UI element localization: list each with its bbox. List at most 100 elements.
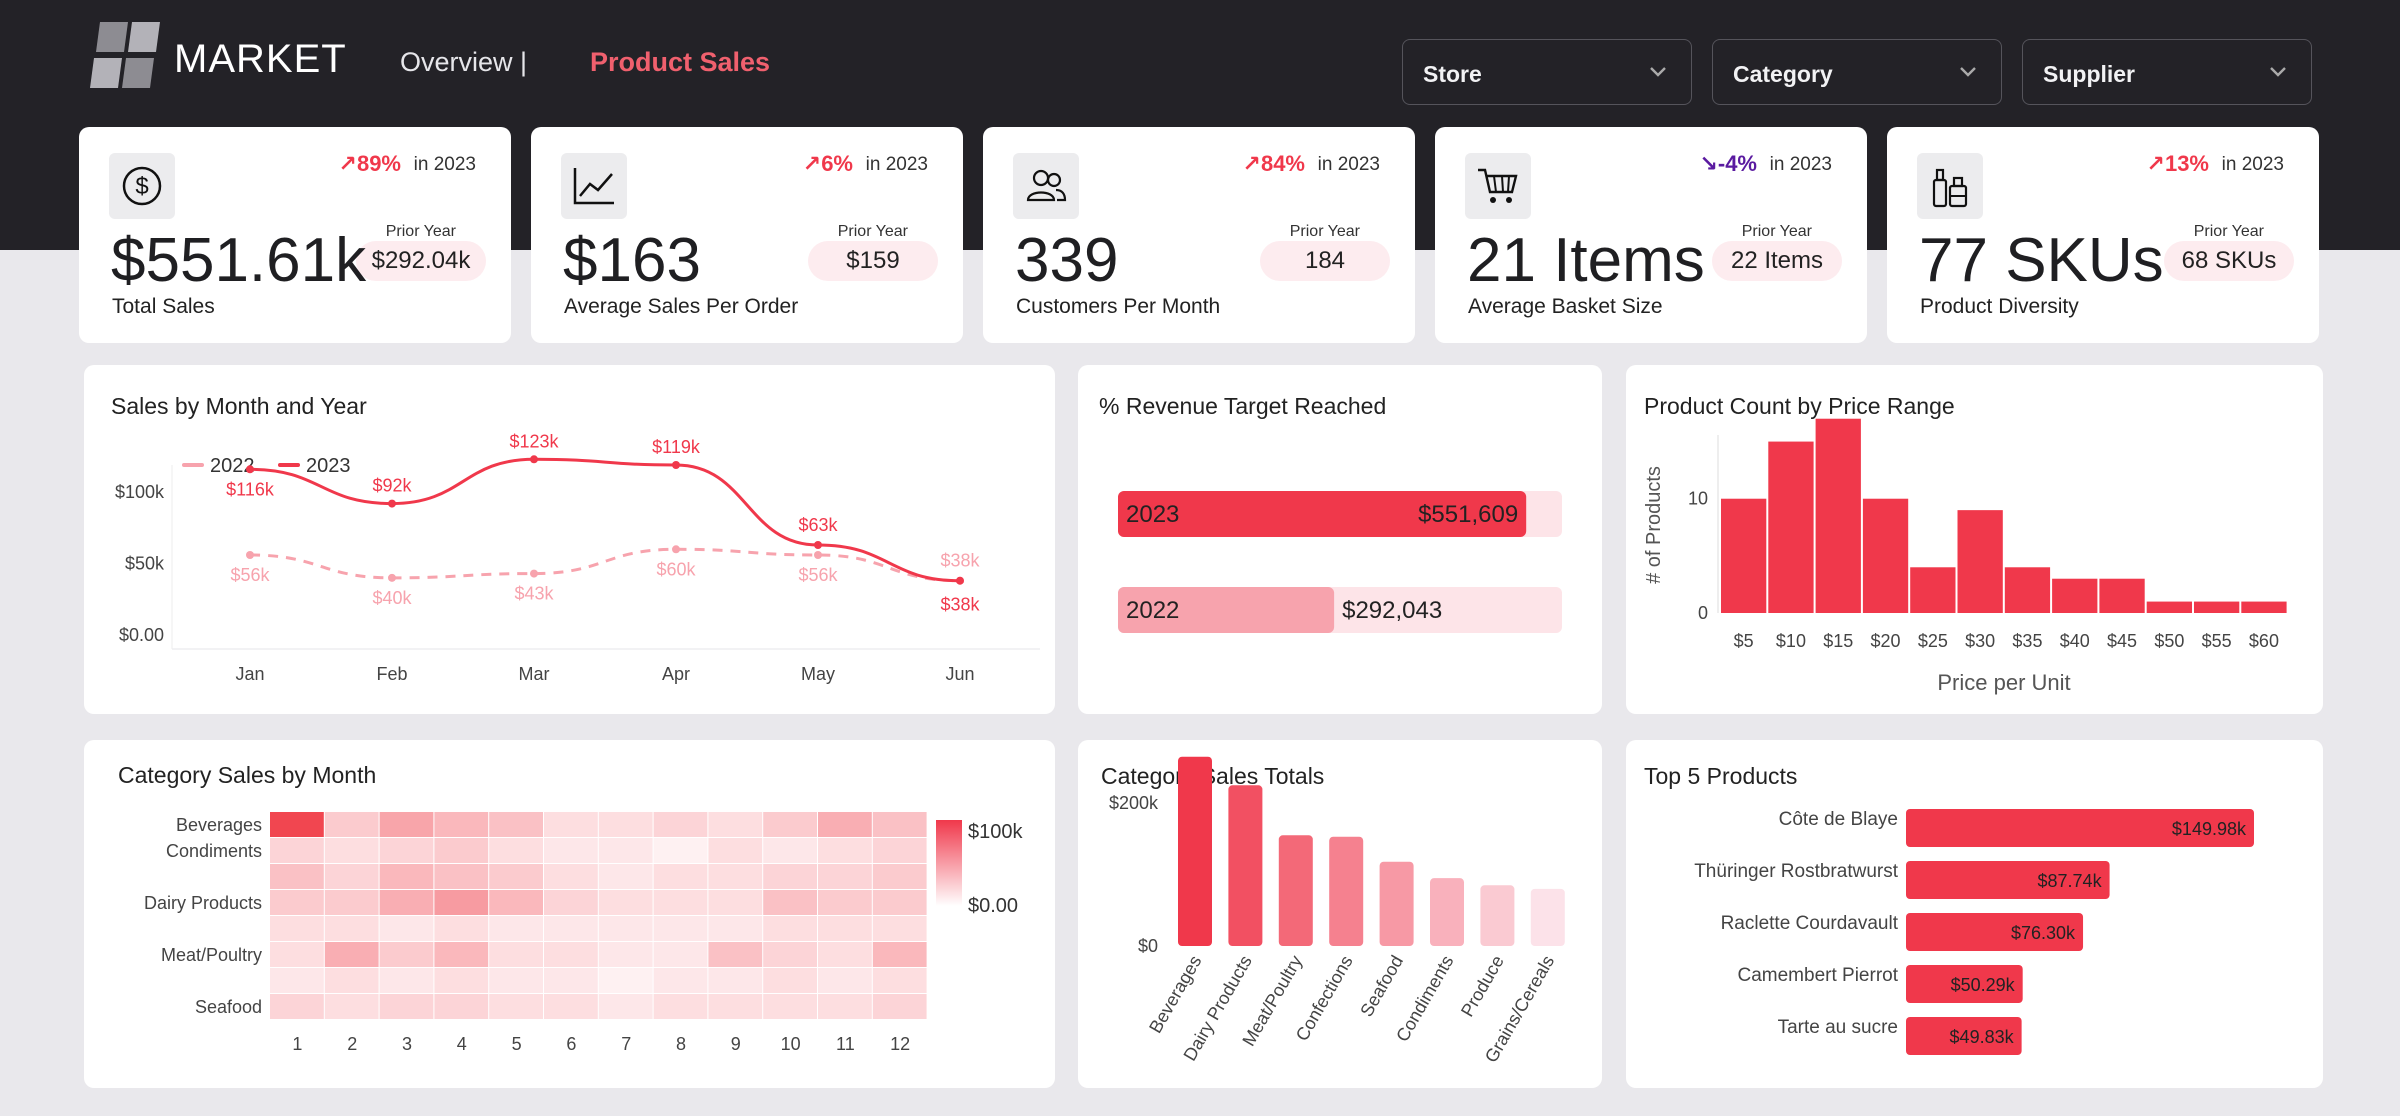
histogram-bar [2146, 601, 2192, 613]
kpi-prior-value: 22 Items [1712, 241, 1842, 281]
kpi-prior-value: 68 SKUs [2164, 241, 2294, 281]
chart-title: Sales by Month and Year [111, 393, 367, 419]
x-tick-label: $20 [1871, 631, 1901, 651]
product-label: Thüringer Rostbratwurst [1694, 861, 1899, 882]
heatmap-cell [598, 994, 653, 1019]
category-heatmap-card: Category Sales by Month Beverages Condime… [84, 740, 1055, 1088]
heatmap-cell [270, 890, 324, 915]
heatmap-cell [489, 838, 543, 863]
y-axis-title: # of Products [1643, 466, 1665, 584]
series-2023-data-label: $92k [372, 476, 412, 496]
heatmap-cell [324, 890, 379, 915]
heatmap-cell [872, 968, 927, 993]
series-2023-point [388, 499, 396, 508]
heatmap-cell [270, 812, 324, 837]
heatmap-cell [818, 812, 872, 837]
heatmap-cell [324, 864, 379, 889]
heatmap-cell [708, 916, 763, 941]
kpi-label: Product Diversity [1920, 295, 2079, 318]
category-totals-card: Category Sales Totals $200k $0 Beverages Da… [1078, 740, 1602, 1088]
series-2023-data-label: $119k [652, 437, 701, 457]
kpi-delta: ↗6% [802, 151, 853, 176]
revenue-target-card: % Revenue Target Reached 2023 $551,609 202… [1078, 365, 1602, 714]
x-tick-label: $5 [1734, 631, 1754, 651]
logo[interactable]: MARKET [90, 22, 347, 96]
heatmap-col-label: 7 [621, 1034, 631, 1054]
heatmap-cell [544, 994, 598, 1019]
nav-overview[interactable]: Overview | [400, 47, 528, 77]
chart-title: Top 5 Products [1644, 763, 1798, 789]
x-tick-label: Apr [662, 664, 690, 684]
x-tick-label: $15 [1823, 631, 1853, 651]
heatmap-cell [818, 864, 872, 889]
chevron-down-icon [1650, 67, 1666, 77]
series-2022-data-label: $38k [940, 551, 980, 571]
heatmap-cell [598, 968, 653, 993]
category-filter-dropdown[interactable]: Category [1712, 39, 2002, 105]
heatmap-cell [598, 838, 653, 863]
series-2023-point [956, 576, 964, 585]
histogram-bar [1768, 441, 1814, 613]
heatmap-col-label: 2 [347, 1034, 357, 1054]
product-bar [1906, 1017, 2022, 1055]
series-2023-point [530, 455, 538, 464]
chart-title: Category Sales by Month [118, 762, 377, 788]
category-bar [1178, 756, 1212, 946]
kpi-label: Customers Per Month [1016, 295, 1221, 318]
heatmap-cell [708, 864, 763, 889]
heatmap-cell [489, 864, 543, 889]
heatmap-row-label: Seafood [195, 997, 262, 1017]
heatmap-cell [379, 942, 434, 967]
heatmap-cell [324, 838, 379, 863]
heatmap-cell [270, 916, 324, 941]
y-tick-label: 0 [1698, 603, 1708, 623]
kpi-label: Total Sales [112, 295, 215, 318]
heatmap-col-label: 11 [836, 1034, 855, 1054]
heatmap-cell [324, 994, 379, 1019]
bottles-icon [1917, 153, 1983, 219]
kpi-delta: ↗84% [1242, 151, 1305, 176]
product-label: Tarte au sucre [1778, 1017, 1898, 1038]
store-filter-dropdown[interactable]: Store [1402, 39, 1692, 105]
heatmap-col-label: 4 [457, 1034, 467, 1054]
target-bar [1118, 491, 1527, 537]
heatmap-row-label: Dairy Products [144, 893, 262, 913]
heatmap-cell [434, 916, 489, 941]
heatmap-cell [708, 812, 763, 837]
y-tick-label: $100k [115, 482, 165, 502]
legend-label: 2023 [306, 455, 351, 477]
heatmap-cell [270, 942, 324, 967]
heatmap-cell [489, 942, 543, 967]
heatmap-cell [653, 942, 708, 967]
heatmap-cell [270, 838, 324, 863]
heatmap-col-label: 8 [676, 1034, 686, 1054]
product-bar [1906, 965, 2023, 1003]
product-bar [1906, 861, 2110, 899]
histogram-bar [2241, 601, 2287, 613]
series-2022-line [249, 547, 961, 583]
heatmap-cell [544, 864, 598, 889]
heatmap-cell [489, 812, 543, 837]
heatmap-cell [763, 812, 817, 837]
x-tick-label: $55 [2202, 631, 2232, 651]
heatmap-cell [708, 838, 763, 863]
supplier-filter-dropdown[interactable]: Supplier [2022, 39, 2312, 105]
heatmap-cell [763, 916, 817, 941]
series-2022-point [530, 569, 538, 578]
x-tick-label: Jun [945, 664, 974, 684]
heatmap-cell [324, 942, 379, 967]
product-label: Raclette Courdavault [1721, 913, 1899, 934]
heatmap-cell [434, 890, 489, 915]
heatmap-cell [653, 994, 708, 1019]
kpi-in-year: in 2023 [1317, 154, 1380, 175]
users-icon [1013, 153, 1079, 219]
product-label: Camembert Pierrot [1738, 965, 1899, 986]
kpi-delta: ↘-4% [1699, 151, 1757, 176]
kpi-value: 77 SKUs [1919, 226, 2164, 295]
category-bar [1329, 836, 1364, 946]
heatmap-cell [818, 942, 872, 967]
heatmap-cell [653, 968, 708, 993]
nav-product-sales[interactable]: Product Sales [590, 47, 771, 77]
heatmap-cell [324, 812, 379, 837]
kpi-in-year: in 2023 [1769, 154, 1832, 175]
